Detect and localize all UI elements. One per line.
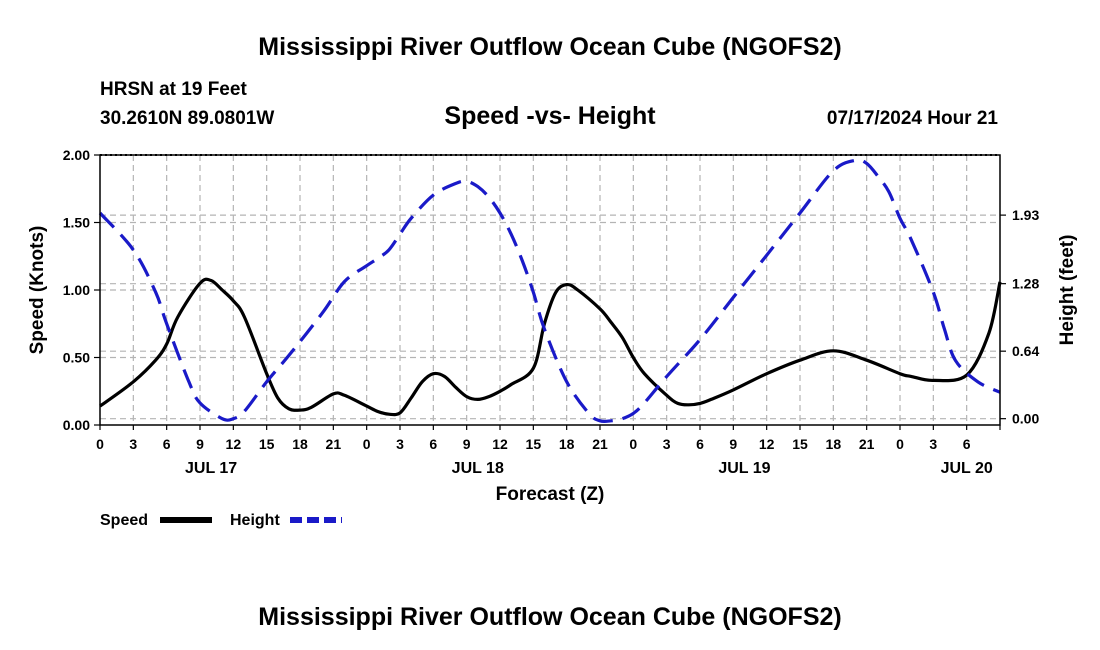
y-tick-label: 1.00 [63, 282, 90, 298]
y-tick-label: 0.50 [63, 350, 90, 366]
legend-height-label: Height [230, 512, 280, 529]
x-tick-label: 0 [896, 436, 904, 452]
x-tick-label: 3 [663, 436, 671, 452]
x-tick-label: 18 [559, 436, 575, 452]
x-tick-label: 9 [463, 436, 471, 452]
x-tick-label: 9 [729, 436, 737, 452]
x-tick-label: 21 [592, 436, 608, 452]
x-tick-label: 15 [259, 436, 275, 452]
y-tick-label: 0.00 [63, 417, 90, 433]
x-axis-label: Forecast (Z) [496, 484, 605, 505]
x-tick-label: 12 [759, 436, 775, 452]
y2-tick-label: 0.64 [1012, 343, 1039, 359]
y2-axis-label: Height (feet) [1057, 235, 1078, 346]
y2-tick-label: 1.28 [1012, 276, 1039, 292]
y2-tick-label: 0.00 [1012, 411, 1039, 427]
axes: 0 3 6 9 12 15 18 21 0 3 6 9 12 15 18 21 0 3 6 9 12 15 18 21 0 3 6J… [63, 147, 1040, 477]
page-title: Mississippi River Outflow Ocean Cube (NG… [258, 33, 841, 61]
x-date-label: JUL 18 [452, 460, 504, 477]
grid [100, 155, 1000, 425]
x-tick-label: 21 [859, 436, 875, 452]
x-date-label: JUL 20 [941, 460, 993, 477]
y-tick-label: 2.00 [63, 147, 90, 163]
x-tick-label: 18 [826, 436, 842, 452]
x-tick-label: 0 [96, 436, 104, 452]
x-tick-label: 3 [396, 436, 404, 452]
x-tick-label: 6 [963, 436, 971, 452]
station-label: HRSN at 19 Feet [100, 79, 247, 100]
x-tick-label: 6 [696, 436, 704, 452]
y-tick-label: 1.50 [63, 215, 90, 231]
date-label: 07/17/2024 Hour 21 [827, 108, 999, 129]
x-tick-label: 6 [429, 436, 437, 452]
x-tick-label: 9 [196, 436, 204, 452]
y-axis-label: Speed (Knots) [27, 226, 48, 355]
legend: Speed Height [100, 512, 342, 529]
x-tick-label: 0 [629, 436, 637, 452]
x-tick-label: 12 [492, 436, 508, 452]
footer-title: Mississippi River Outflow Ocean Cube (NG… [258, 603, 841, 631]
legend-speed-label: Speed [100, 512, 148, 529]
x-tick-label: 3 [129, 436, 137, 452]
coords-label: 30.2610N 89.0801W [100, 108, 274, 129]
y2-tick-label: 1.93 [1012, 207, 1039, 223]
x-date-label: JUL 19 [718, 460, 770, 477]
x-tick-label: 15 [792, 436, 808, 452]
x-tick-label: 3 [929, 436, 937, 452]
x-date-label: JUL 17 [185, 460, 237, 477]
x-tick-label: 21 [326, 436, 342, 452]
speed-series-line [99, 277, 1002, 417]
x-tick-label: 15 [526, 436, 542, 452]
x-tick-label: 18 [292, 436, 308, 452]
series-layer [98, 158, 1002, 424]
x-tick-label: 6 [163, 436, 171, 452]
x-tick-label: 0 [363, 436, 371, 452]
chart-title: Speed -vs- Height [444, 102, 656, 130]
height-series-line [98, 158, 1001, 424]
x-tick-label: 12 [226, 436, 242, 452]
